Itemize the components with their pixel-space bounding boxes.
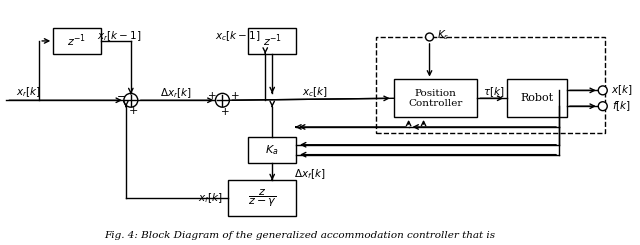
Text: $K_s$: $K_s$	[437, 28, 450, 42]
Text: $f[k]$: $f[k]$	[612, 99, 631, 113]
Circle shape	[598, 86, 607, 95]
Text: $z^{-1}$: $z^{-1}$	[67, 33, 86, 49]
Bar	[394, 79, 477, 117]
Bar	[376, 37, 605, 133]
Text: $-$: $-$	[116, 90, 126, 100]
Text: Fig. 4: Block Diagram of the generalized accommodation controller that is: Fig. 4: Block Diagram of the generalized…	[104, 231, 495, 240]
Text: $+$: $+$	[128, 105, 138, 116]
Text: $x_c[k-1]$: $x_c[k-1]$	[214, 29, 260, 43]
Bar	[248, 28, 296, 54]
Text: $x_r[k-1]$: $x_r[k-1]$	[97, 29, 141, 43]
Circle shape	[124, 93, 138, 107]
Text: $\Delta x_r[k]$: $\Delta x_r[k]$	[160, 86, 191, 100]
Circle shape	[216, 93, 229, 107]
Bar	[507, 79, 567, 117]
Text: $\dfrac{z}{z-\gamma}$: $\dfrac{z}{z-\gamma}$	[248, 187, 276, 209]
Text: $K_a$: $K_a$	[266, 143, 279, 157]
Text: $x_r[k]$: $x_r[k]$	[16, 86, 41, 99]
Text: $x[k]$: $x[k]$	[611, 84, 632, 97]
Text: Robot: Robot	[520, 93, 554, 103]
Text: $\Delta x_f[k]$: $\Delta x_f[k]$	[294, 168, 326, 181]
Text: $z^{-1}$: $z^{-1}$	[262, 33, 282, 49]
Text: Controller: Controller	[408, 99, 463, 108]
Text: $+$: $+$	[207, 90, 216, 101]
Text: $\tau[k]$: $\tau[k]$	[483, 86, 505, 99]
Bar	[248, 137, 296, 162]
Circle shape	[426, 33, 433, 41]
Text: $+$: $+$	[220, 106, 229, 117]
Text: Position: Position	[415, 89, 456, 98]
Text: $x_f[k]$: $x_f[k]$	[198, 191, 223, 205]
Bar	[53, 28, 101, 54]
Circle shape	[598, 102, 607, 111]
Text: $+$: $+$	[230, 90, 239, 101]
Text: $x_c[k]$: $x_c[k]$	[302, 86, 328, 99]
Bar	[228, 180, 296, 216]
